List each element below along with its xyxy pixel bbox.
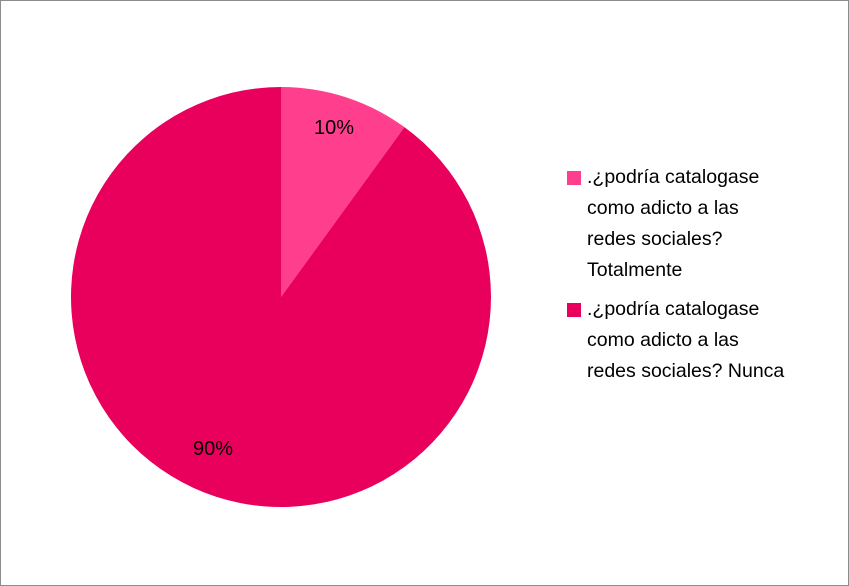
- pie-slice-nunca: [71, 86, 492, 507]
- legend-swatch-totalmente: [567, 171, 581, 185]
- legend-label-nunca: .¿podría catalogase como adicto a las re…: [587, 298, 785, 382]
- pie-value-label-totalmente: 10%: [314, 117, 354, 139]
- pie-value-label-nunca: 90%: [193, 438, 233, 460]
- legend-swatch-nunca: [567, 303, 581, 317]
- legend-item-totalmente: .¿podría catalogase como adicto a las re…: [565, 162, 835, 286]
- pie-value-labels: 10% 90%: [193, 117, 354, 460]
- legend-label-totalmente: .¿podría catalogase como adicto a las re…: [587, 166, 760, 281]
- legend-item-nunca: .¿podría catalogase como adicto a las re…: [565, 294, 835, 387]
- pie-slices: [71, 86, 492, 507]
- chart-legend: .¿podría catalogase como adicto a las re…: [565, 162, 835, 395]
- pie-slice-totalmente: [281, 87, 405, 297]
